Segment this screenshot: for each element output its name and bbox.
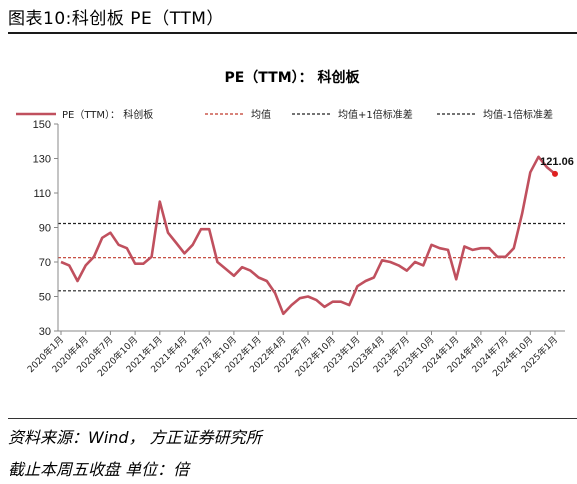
- top-rule: [8, 32, 577, 34]
- chart-title: PE（TTM）： 科创板: [224, 69, 360, 86]
- data-labels: 121.06: [540, 156, 574, 177]
- source-note: 资料来源：Wind， 方正证券研究所: [8, 428, 262, 447]
- y-tick-label: 30: [39, 326, 51, 338]
- legend-mean-plus: 均值+1倍标准差: [292, 108, 413, 121]
- unit-note: 截止本周五收盘 单位：倍: [8, 460, 190, 479]
- legend-mean: 均值: [205, 108, 271, 121]
- y-tick-label: 110: [33, 188, 51, 200]
- legend-series-label: PE（TTM）： 科创板: [62, 108, 153, 121]
- legend-series: PE（TTM）： 科创板: [16, 108, 153, 121]
- legend-mean-minus-label: 均值-1倍标准差: [483, 108, 553, 121]
- last-point-marker: [552, 170, 558, 177]
- legend-mean-plus-label: 均值+1倍标准差: [338, 108, 413, 121]
- reference-lines: [58, 222, 565, 292]
- y-tick-label: 90: [39, 223, 51, 235]
- y-tick-label: 50: [39, 292, 51, 304]
- pe-ttm-line-chart: PE（TTM）： 科创板 PE（TTM）： 科创板 均值 均值+1倍标准差 均值-1倍…: [16, 69, 574, 379]
- bottom-rule: [8, 418, 577, 419]
- chart-legend: PE（TTM）： 科创板 均值 均值+1倍标准差 均值-1倍标准差: [16, 108, 553, 121]
- y-tick-label: 70: [39, 257, 51, 269]
- legend-mean-label: 均值: [251, 108, 271, 121]
- y-tick-label: 150: [33, 119, 51, 131]
- series-layer: [60, 155, 556, 316]
- pe-series-line: [60, 155, 556, 316]
- last-value-label: 121.06: [540, 156, 574, 168]
- legend-mean-minus: 均值-1倍标准差: [437, 108, 553, 121]
- y-tick-label: 130: [33, 154, 51, 166]
- figure-title: 图表10:科创板 PE（TTM）: [8, 9, 224, 29]
